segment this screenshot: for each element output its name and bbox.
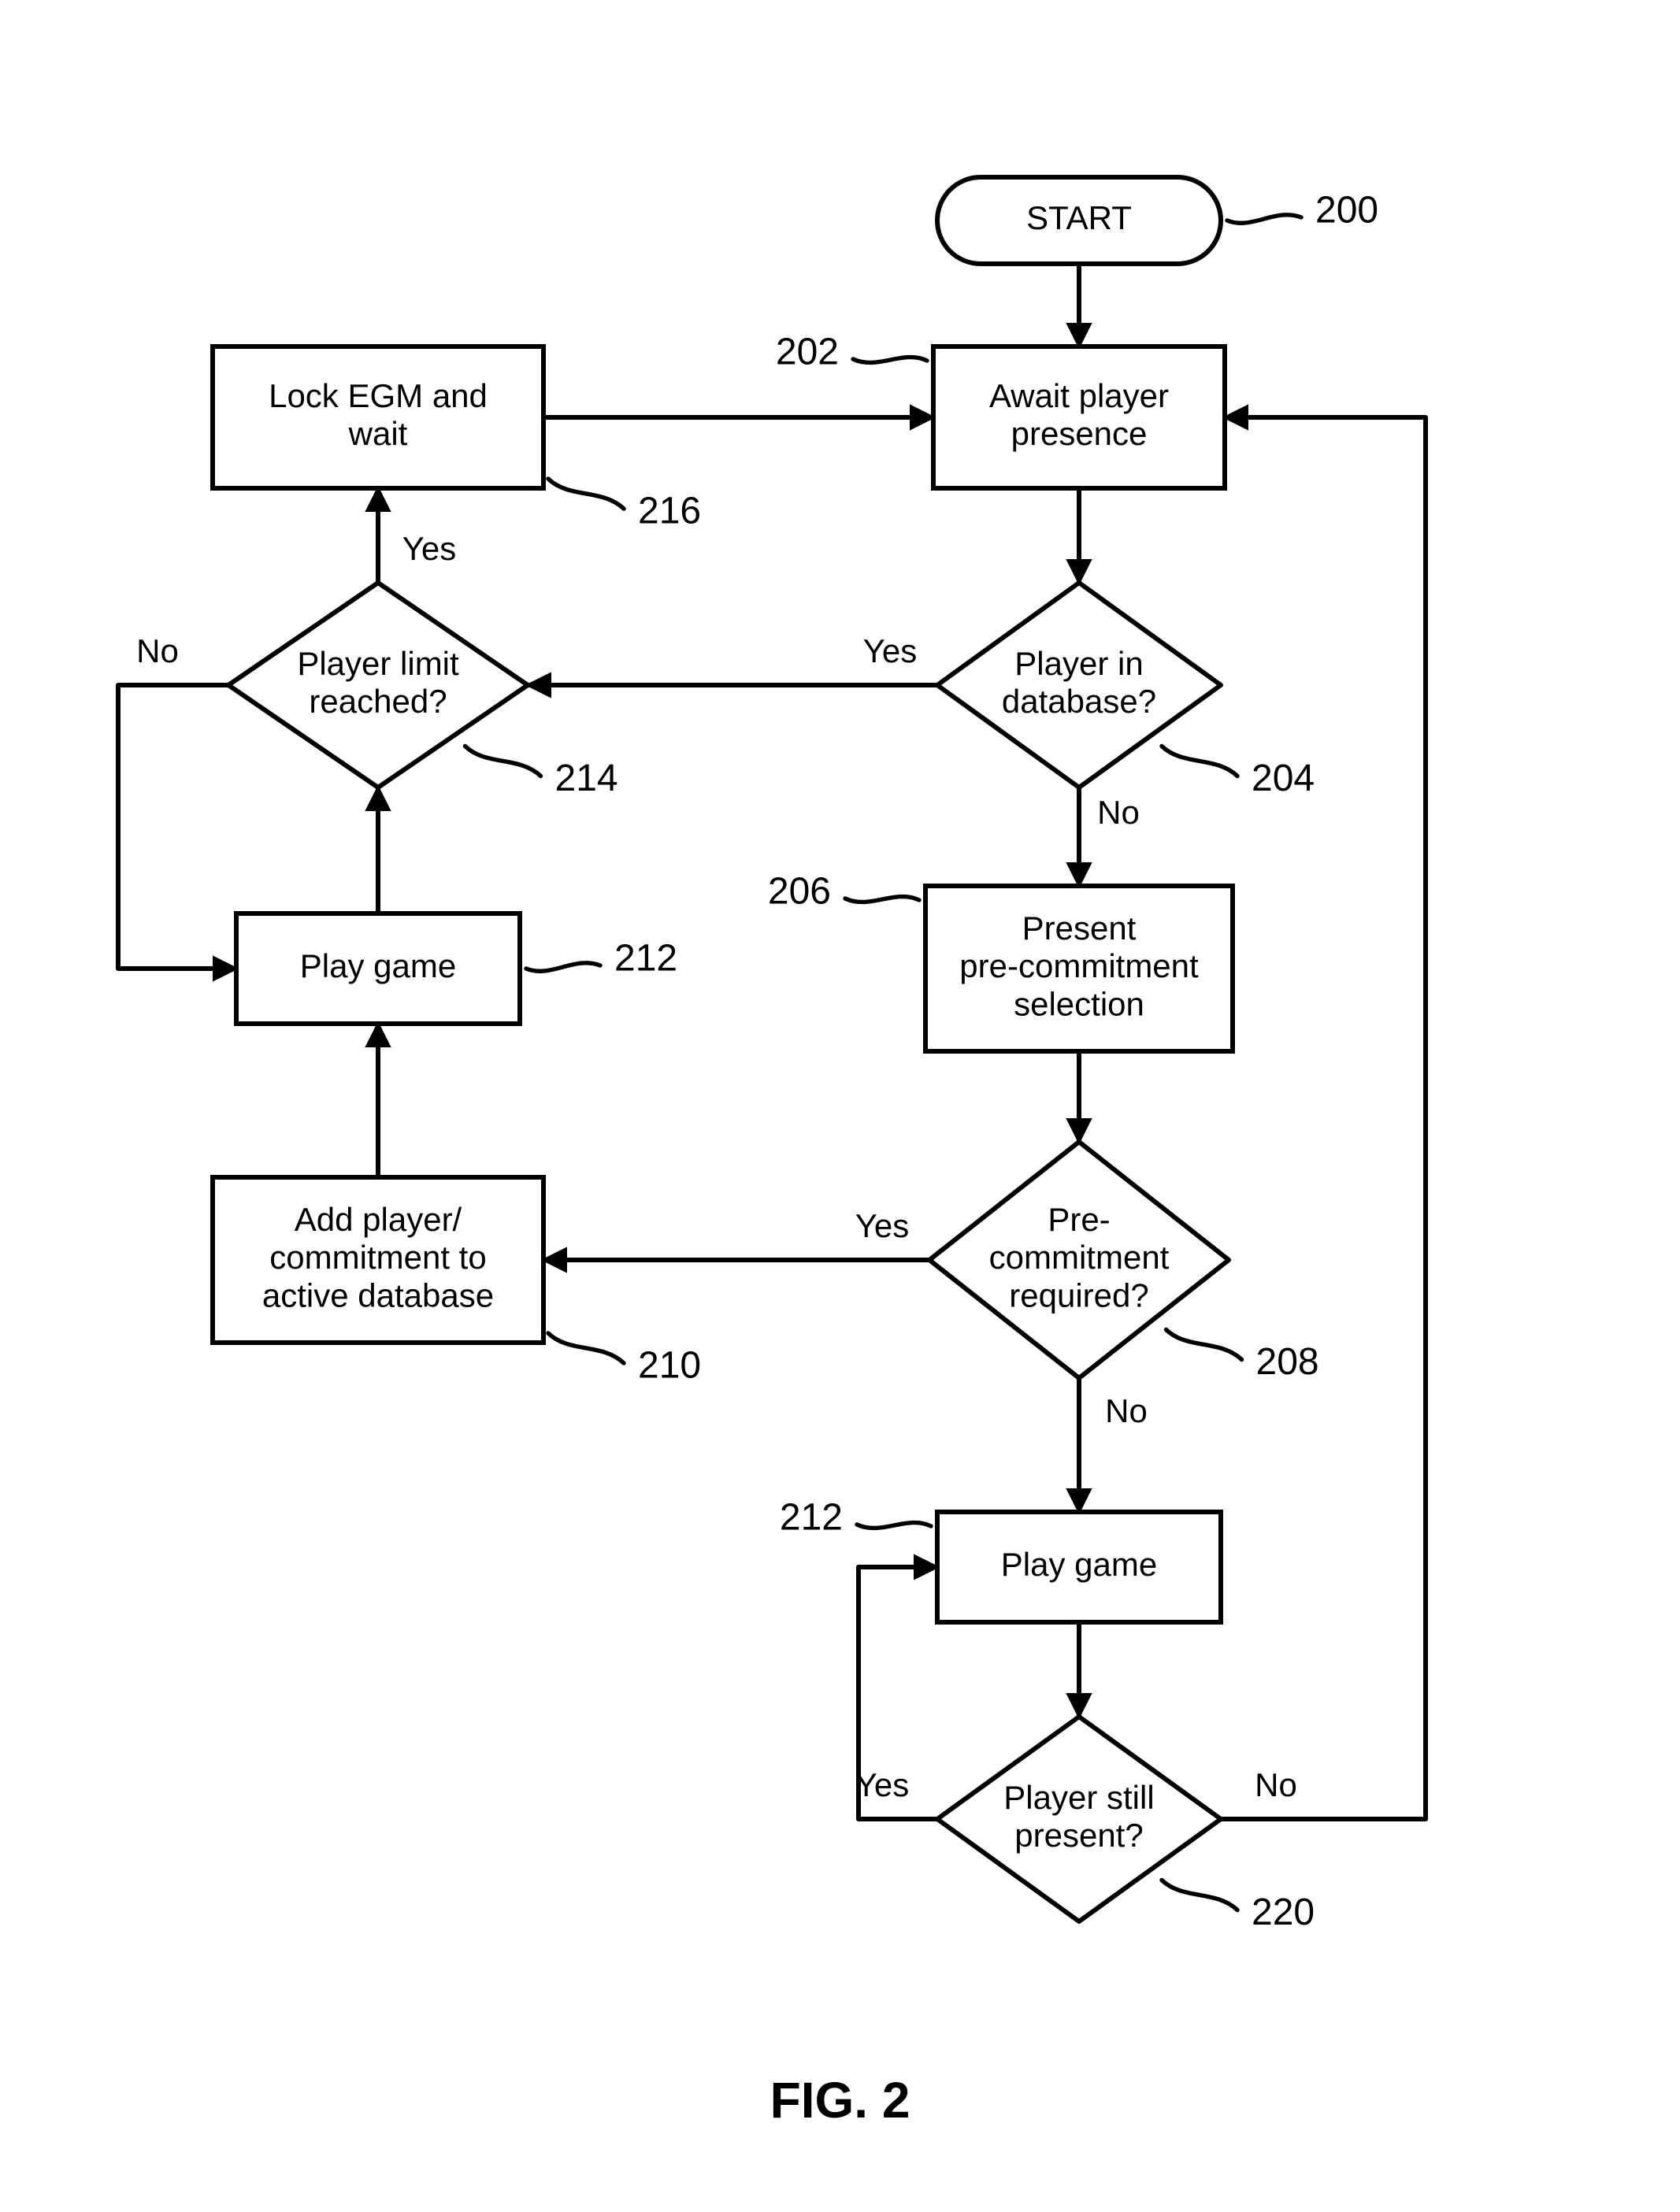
node-text: active database <box>262 1276 494 1313</box>
edge-label: Yes <box>855 1766 910 1803</box>
ref-label: 212 <box>614 938 677 980</box>
node-text: wait <box>348 415 408 452</box>
node-await: Await playerpresence 202 <box>776 332 1225 488</box>
node-text: Pre- <box>1048 1201 1110 1238</box>
node-text: commitment to <box>269 1239 486 1276</box>
ref-label: 214 <box>555 758 618 799</box>
node-lock: Lock EGM andwait 216 <box>213 346 701 532</box>
node-text: Player still <box>1003 1779 1154 1816</box>
edge-label: No <box>1097 794 1140 831</box>
edge-label: Yes <box>863 632 918 669</box>
edge-label: No <box>1255 1766 1297 1803</box>
node-text: Lock EGM and <box>269 377 488 414</box>
node-in_db: Player indatabase? 204 <box>937 583 1315 799</box>
edge-label: No <box>136 632 179 669</box>
ref-label: 216 <box>638 491 701 532</box>
ref-label: 220 <box>1252 1892 1315 1933</box>
ref-label: 210 <box>638 1345 701 1387</box>
node-text: START <box>1026 199 1132 236</box>
node-still_present: Player stillpresent? 220 <box>937 1717 1315 1933</box>
node-text: Await player <box>989 377 1169 414</box>
edge <box>118 685 236 969</box>
node-add_db: Add player/commitment toactive database 2… <box>213 1177 701 1387</box>
node-start: START 200 <box>937 177 1378 264</box>
node-text: commitment <box>989 1239 1170 1276</box>
node-text: Add player/ <box>295 1201 462 1238</box>
edge-label: Yes <box>402 530 457 567</box>
edge-label: No <box>1105 1392 1148 1429</box>
node-text: required? <box>1009 1276 1148 1313</box>
ref-label: 206 <box>768 871 831 913</box>
node-text: reached? <box>309 683 447 720</box>
node-text: Play game <box>300 947 456 984</box>
figure-caption: FIG. 2 <box>770 2072 910 2129</box>
node-text: presence <box>1011 415 1148 452</box>
ref-label: 200 <box>1315 190 1378 232</box>
node-text: Play game <box>1001 1546 1157 1583</box>
node-play_left: Play game 212 <box>236 913 677 1024</box>
node-play_right: Play game 212 <box>780 1497 1221 1622</box>
node-text: pre-commitment <box>959 947 1199 984</box>
node-text: Player limit <box>297 645 459 682</box>
node-text: Player in <box>1014 645 1143 682</box>
node-text: selection <box>1014 985 1144 1022</box>
ref-label: 204 <box>1252 758 1315 799</box>
edge-label: Yes <box>855 1207 910 1244</box>
ref-label: 208 <box>1256 1341 1319 1383</box>
edge <box>1221 417 1426 1819</box>
node-present: Presentpre-commitmentselection 206 <box>768 871 1233 1051</box>
node-text: present? <box>1014 1817 1143 1854</box>
node-text: Present <box>1022 910 1137 947</box>
ref-label: 202 <box>776 332 839 373</box>
node-limit: Player limitreached? 214 <box>228 583 618 799</box>
node-text: database? <box>1002 683 1156 720</box>
node-pre_req: Pre-commitmentrequired? 208 <box>929 1142 1319 1383</box>
ref-label: 212 <box>780 1497 843 1539</box>
